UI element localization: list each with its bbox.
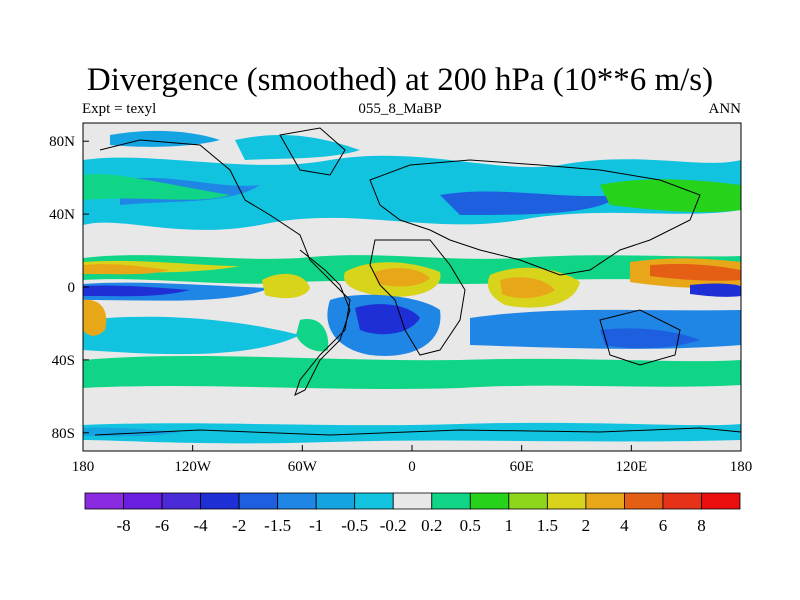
colorbar-label: -2 bbox=[232, 516, 246, 535]
colorbar-swatch bbox=[546, 492, 587, 510]
colorbar-swatch bbox=[200, 492, 240, 510]
nh-positive-east bbox=[600, 179, 741, 213]
colorbar-label: 6 bbox=[659, 516, 668, 535]
america-divergence bbox=[262, 273, 310, 299]
colorbar-swatch bbox=[277, 492, 317, 510]
colorbar-label: -0.5 bbox=[341, 516, 368, 535]
warm-pool-peak bbox=[650, 263, 741, 281]
y-tick-label: 80S bbox=[52, 426, 75, 442]
sh-positive-band bbox=[83, 355, 741, 389]
africa-outline bbox=[369, 239, 466, 356]
y-tick-label: 80N bbox=[49, 134, 75, 150]
y-tick-label: 0 bbox=[68, 280, 76, 296]
nh-arctic-negative bbox=[235, 134, 360, 160]
sh-pacific-positive bbox=[83, 299, 107, 336]
colorbar-swatch bbox=[624, 492, 664, 510]
australia-outline bbox=[599, 309, 681, 366]
colorbar-label: 1 bbox=[505, 516, 514, 535]
x-tick-label: 0 bbox=[408, 459, 416, 475]
colorbar-swatch bbox=[662, 492, 702, 510]
colorbar-label: -1 bbox=[309, 516, 323, 535]
africa-divergence-core bbox=[375, 268, 430, 287]
x-tick-label: 60W bbox=[288, 459, 318, 475]
americas-outline bbox=[99, 139, 351, 396]
colorbar-label: 4 bbox=[620, 516, 629, 535]
east-pacific-convergence bbox=[690, 283, 741, 297]
plot-title: Divergence (smoothed) at 200 hPa (10**6 … bbox=[86, 62, 714, 98]
south-america-positive bbox=[296, 319, 329, 352]
sh-negative-west bbox=[83, 316, 300, 355]
colorbar-swatch bbox=[392, 492, 433, 510]
colorbar-label: -1.5 bbox=[264, 516, 291, 535]
colorbar-swatch bbox=[585, 492, 625, 510]
nh-arctic-negative-2 bbox=[110, 130, 220, 147]
subtitle-right: ANN bbox=[708, 101, 742, 117]
subtitle-center: 055_8_MaBP bbox=[358, 101, 442, 117]
tropical-positive-peak-pacific bbox=[83, 264, 170, 275]
colorbar-swatch bbox=[123, 492, 163, 510]
divergence-field bbox=[83, 123, 741, 451]
x-tick-label: 120W bbox=[174, 459, 212, 475]
nh-negative-band bbox=[83, 155, 741, 230]
colorbar-label: -8 bbox=[116, 516, 130, 535]
colorbar-swatch bbox=[161, 492, 201, 510]
antarctica-outline bbox=[94, 427, 741, 436]
sh-negative-east-core bbox=[600, 328, 700, 349]
pacific-convergence-core bbox=[83, 285, 190, 297]
colorbar-swatch bbox=[508, 492, 548, 510]
colorbar-label: 0.5 bbox=[460, 516, 481, 535]
antarctic-negative bbox=[83, 422, 741, 444]
x-tick-label: 180 bbox=[72, 459, 95, 475]
greenland-outline bbox=[279, 127, 346, 176]
subtitle-left: Expt = texyl bbox=[82, 101, 157, 117]
indian-ocean-core bbox=[500, 277, 555, 299]
colorbar-swatch bbox=[238, 492, 279, 510]
x-tick-label: 60E bbox=[510, 459, 534, 475]
eurasia-outline bbox=[369, 159, 701, 276]
axis-ticks: 180 120W 60W 0 60E 120E 180 80N 40N 0 40S 80S bbox=[49, 134, 752, 475]
colorbar-label: 2 bbox=[582, 516, 591, 535]
nh-negative-core-b bbox=[440, 191, 620, 215]
colorbar-label: 0.2 bbox=[421, 516, 442, 535]
colorbar-swatch bbox=[701, 492, 741, 510]
colorbar-label: -4 bbox=[194, 516, 209, 535]
coastlines bbox=[94, 127, 741, 436]
colorbar-swatch bbox=[84, 492, 124, 510]
colorbar-swatch bbox=[315, 492, 356, 510]
colorbar-swatch bbox=[469, 492, 510, 510]
colorbar-label: -6 bbox=[155, 516, 169, 535]
nh-positive-west bbox=[83, 174, 230, 200]
y-tick-label: 40S bbox=[52, 353, 75, 369]
colorbar-swatch bbox=[431, 492, 471, 510]
colorbar-label: 8 bbox=[697, 516, 706, 535]
colorbar-label: 1.5 bbox=[537, 516, 558, 535]
colorbar-label: -0.2 bbox=[380, 516, 407, 535]
x-tick-label: 180 bbox=[730, 459, 753, 475]
colorbar: -8 -6 -4 -2 -1.5 -1 -0.5 -0.2 0.2 0.5 1 1.5 2 4 6 8 bbox=[84, 492, 741, 535]
colorbar-swatch bbox=[354, 492, 394, 510]
y-tick-label: 40N bbox=[49, 207, 75, 223]
x-tick-label: 120E bbox=[615, 459, 647, 475]
